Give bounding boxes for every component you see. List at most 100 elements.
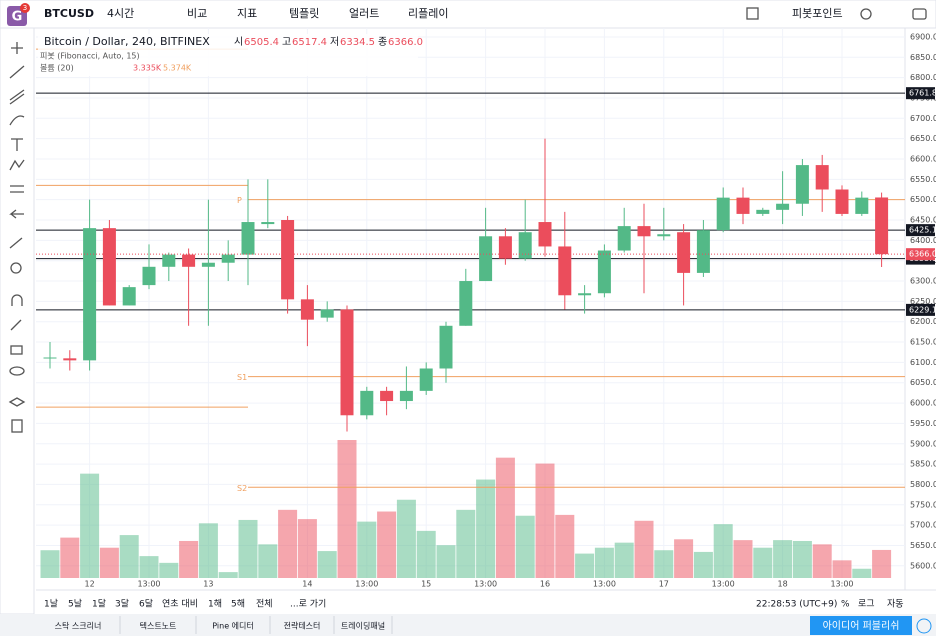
- range-button[interactable]: 1날: [44, 599, 58, 610]
- ohlc-value: 6517.4: [292, 37, 327, 48]
- axis-option[interactable]: 로그: [858, 600, 875, 610]
- cursor-tool[interactable]: [11, 42, 23, 54]
- footer-tab[interactable]: 스탁 스크리너: [55, 621, 102, 631]
- volume-bar: [515, 515, 535, 578]
- interval[interactable]: 4시간: [107, 7, 134, 20]
- candle-body: [102, 228, 116, 306]
- volume-bar: [713, 524, 733, 578]
- layers-tool[interactable]: [8, 397, 26, 407]
- volume-bar: [357, 521, 377, 578]
- range-button[interactable]: 1달: [92, 598, 106, 610]
- play-icon[interactable]: [916, 618, 932, 634]
- candle-body: [835, 189, 849, 214]
- y-tick-label: 5600.0: [910, 561, 936, 570]
- left-tools: [8, 42, 26, 433]
- candle-body: [736, 197, 750, 214]
- toolbar-button[interactable]: 리플레이: [408, 7, 448, 20]
- candle-body: [558, 246, 572, 296]
- toolbar-button[interactable]: 템플릿: [289, 7, 319, 20]
- y-tick-label: 5750.0: [910, 500, 936, 509]
- line-tool[interactable]: [9, 65, 25, 79]
- logo-text: G: [12, 10, 23, 25]
- candle-body: [776, 203, 790, 210]
- y-tick-label: 6400.0: [910, 236, 936, 245]
- y-tick-label: 6100.0: [910, 358, 936, 367]
- x-tick-label: 14: [302, 580, 312, 589]
- y-tick-label: 6450.0: [910, 216, 936, 225]
- range-button[interactable]: 3달: [115, 598, 129, 610]
- lock-draw-tool[interactable]: [10, 319, 22, 331]
- footer: [0, 614, 936, 636]
- range-button[interactable]: 5해: [231, 599, 245, 610]
- zoom-tool[interactable]: [10, 262, 22, 274]
- candle-body: [617, 226, 631, 251]
- lock-tool[interactable]: [10, 345, 23, 355]
- y-tick-label: 6850.0: [910, 53, 936, 62]
- candle-body: [182, 254, 196, 267]
- x-tick-label: 12: [85, 580, 95, 589]
- range-button[interactable]: 1해: [208, 599, 222, 610]
- ohlc-value: 6366.0: [388, 37, 423, 48]
- footer-tab[interactable]: 전략테스터: [284, 621, 321, 631]
- top-toolbar: [0, 0, 936, 29]
- symbol[interactable]: BTCUSD: [44, 7, 94, 20]
- x-tick-label: 13:00: [830, 580, 853, 589]
- volume-bar: [297, 519, 317, 578]
- candle-body: [201, 262, 215, 267]
- eye-tool[interactable]: [9, 366, 25, 376]
- candle-body: [261, 222, 275, 225]
- ruler-tool[interactable]: [9, 237, 23, 249]
- volume-bar: [654, 550, 674, 578]
- back-tool[interactable]: [9, 209, 24, 219]
- toolbar-button[interactable]: 얼러트: [349, 6, 379, 20]
- range-button[interactable]: 전체: [256, 599, 273, 610]
- indicator-name: 볼륨 (20): [40, 63, 74, 73]
- y-tick-label: 5800.0: [910, 480, 936, 489]
- goto-button[interactable]: ...로 가기: [290, 599, 326, 610]
- range-button[interactable]: 연초 대비: [162, 599, 198, 610]
- text-tool[interactable]: [11, 138, 23, 151]
- pattern-tool[interactable]: [9, 159, 25, 171]
- y-tick-label: 6500.0: [910, 195, 936, 204]
- ohlc-label: 종: [378, 36, 387, 48]
- camera-icon[interactable]: [912, 8, 927, 20]
- brush-tool[interactable]: [9, 115, 25, 126]
- volume-bar: [495, 457, 515, 578]
- y-tick-label: 6650.0: [910, 134, 936, 143]
- prediction-tool[interactable]: [10, 185, 24, 193]
- footer-tab[interactable]: 트레이딩패널: [341, 621, 385, 631]
- range-button[interactable]: 6달: [139, 598, 153, 610]
- footer-tab[interactable]: Pine 에디터: [212, 622, 254, 631]
- checkbox[interactable]: [746, 7, 759, 20]
- range-button[interactable]: 5날: [68, 599, 82, 610]
- level-label: 6425.1: [909, 226, 936, 235]
- level-label: 6761.8: [909, 89, 936, 98]
- candle-body: [459, 281, 473, 326]
- trash-tool[interactable]: [11, 419, 23, 433]
- x-tick-label: 16: [540, 580, 550, 589]
- axis-option[interactable]: 자동: [887, 599, 904, 610]
- badge-text: 3: [23, 4, 27, 12]
- toolbar-button[interactable]: 지표: [237, 7, 257, 20]
- footer-tab[interactable]: 텍스트노트: [140, 621, 177, 631]
- volume-bar: [575, 553, 595, 578]
- volume-bar: [396, 499, 416, 578]
- volume-bar: [238, 519, 258, 578]
- candle-body: [637, 226, 651, 237]
- publish-button[interactable]: [810, 616, 912, 635]
- y-tick-label: 5650.0: [910, 541, 936, 550]
- volume-bar: [80, 473, 100, 578]
- toolbar-button[interactable]: 비교: [187, 7, 207, 20]
- settings-icon[interactable]: [860, 8, 872, 20]
- candle-body: [815, 165, 829, 190]
- axis-option[interactable]: %: [841, 600, 850, 610]
- candle-body: [281, 220, 295, 300]
- y-tick-label: 6150.0: [910, 338, 936, 347]
- volume-bar: [119, 535, 139, 578]
- candle-body: [677, 232, 691, 273]
- level-label-box: [906, 87, 935, 100]
- volume-bar: [674, 539, 694, 578]
- pivot-menu[interactable]: 피봇포인트: [792, 7, 843, 20]
- fib-tool[interactable]: [9, 89, 25, 105]
- magnet-tool[interactable]: [11, 294, 23, 306]
